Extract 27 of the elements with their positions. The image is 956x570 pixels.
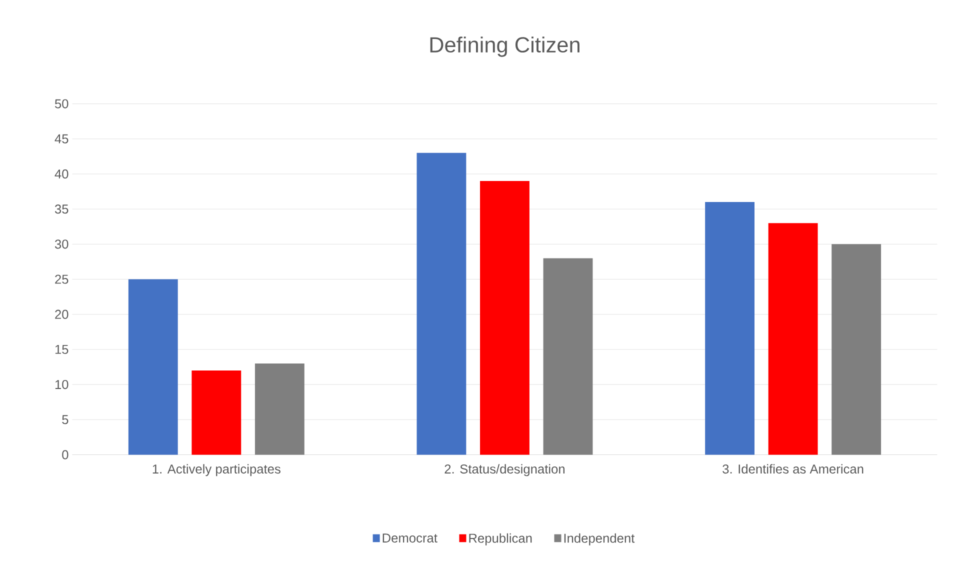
y-tick-label: 25 [55,274,68,284]
y-tick-label: 0 [62,450,68,460]
bar [543,258,593,455]
bar [768,222,818,455]
legend-label: Democrat [382,533,438,542]
y-tick-label: 30 [54,239,68,249]
y-tick-label: 20 [55,310,68,319]
bar [705,202,755,455]
legend-label: Republican [469,533,532,546]
bar [480,180,530,455]
y-tick-label: 35 [54,204,68,214]
y-tick-label: 10 [55,380,68,389]
x-tick-label: 1. Actively participates [152,464,280,476]
bar [192,370,242,455]
y-tick-label: 15 [55,344,68,354]
bar [254,363,304,455]
bar [416,152,466,455]
y-tick-label: 45 [54,134,68,144]
y-tick-label: 5 [62,414,68,424]
legend-label: Independent [564,533,635,546]
y-tick-label: 40 [54,169,68,178]
x-tick-label: 2. Status/designation [444,464,564,476]
bar [832,244,882,455]
chart-title: Defining Citizen [430,36,580,57]
bar [128,279,178,455]
x-tick-label: 3. Identifies as American [722,464,864,474]
y-tick-label: 50 [54,99,68,108]
